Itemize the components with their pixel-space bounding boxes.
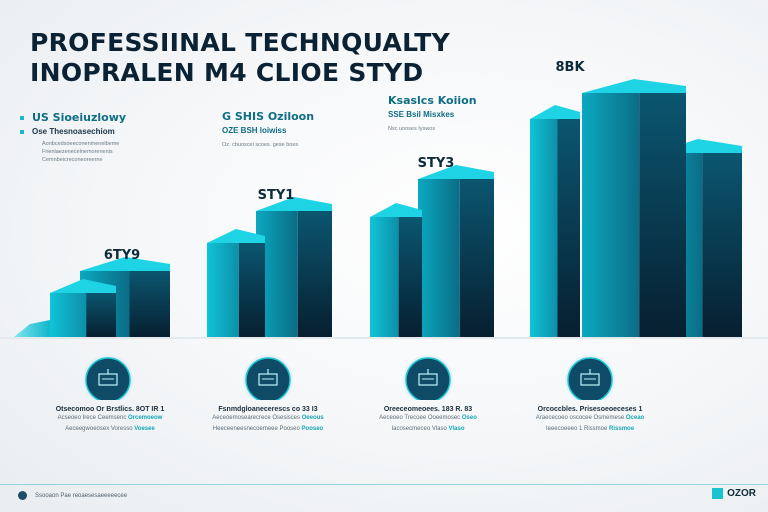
bullet-icon (20, 116, 24, 120)
bar-1-front-side (86, 293, 116, 337)
annotation-1: US Sioeiuzlowy Ose Thesnoasechiom Aonbce… (20, 111, 126, 164)
chart-baseline (0, 337, 768, 339)
annotation-2-heading: G SHIS Oziloon (222, 110, 315, 123)
bar-2-back-top (256, 197, 332, 211)
annotation-3-sub: SSE Bsil Misxkes (388, 110, 455, 119)
caption-2-title: Fsnmdgloanecerescs co 33 I3 (218, 406, 318, 413)
caption-1-line3: Aeceegwoeosex Voresso (65, 426, 133, 432)
annotation-1-line: Cemnbeicreconeoreerne (42, 157, 103, 163)
value-label-3: STY3 (418, 156, 455, 171)
footer-left: Ssooaon Pae reoaesesaeeeeecee (18, 491, 127, 500)
title-line-2: INOPRALEN M4 CLIOE STYD (30, 58, 424, 87)
logo-square-icon (712, 488, 724, 499)
annotation-3-heading: Ksaslcs Koiion (388, 94, 477, 107)
bar-4-front (530, 105, 580, 337)
caption-4-line2: Araececoeo oscocee Osmemese (535, 415, 625, 421)
bar-2-front (207, 229, 265, 337)
bar-2-front-side (238, 243, 265, 337)
bar-4-front-top (530, 105, 580, 119)
caption-2-line2: Aeceoemosearecrece Osesisces (212, 415, 301, 421)
caption-4-highlight2: Rissmoe (609, 426, 635, 432)
footer-left-text: Ssooaon Pae reoaesesaeeeeecee (35, 492, 128, 499)
bar-3-front-top (370, 203, 422, 217)
bar-2-front-top (207, 229, 265, 243)
bar-4-front-face (530, 119, 558, 337)
footer-divider (0, 484, 768, 485)
bar-3-back-side (459, 179, 494, 337)
caption-1-highlight: Orcemoeow (128, 415, 163, 421)
bar-1-back-top (80, 257, 170, 271)
caption-2: Fsnmdgloanecerescs co 33 I3 Aeceoemoseare… (188, 406, 348, 435)
document-icon (403, 355, 453, 400)
bar-chart: 6TY9 STY1 STY3 8BK (0, 60, 768, 400)
caption-3-line2: Aeceoeo Trecoee Ooeemosec (379, 415, 461, 421)
annotation-1-line: Aonbcedsoeeconenmenelbeme (42, 141, 120, 147)
annotation-2: G SHIS Oziloon OZE BSH loiwiss Oz. cbuos… (222, 110, 314, 149)
chart-icon (565, 355, 615, 400)
caption-3-title: Oreeceomeoees. 183 R. 83 (383, 406, 473, 413)
bar-4-back-face (582, 93, 640, 337)
bar-1-front-face (50, 293, 87, 337)
caption-4-title: Orcoccbles. Prisesoeoeceses 1 (537, 406, 643, 413)
caption-2-highlight2: Pooseo (301, 426, 324, 432)
bar-4-back-side (639, 93, 686, 337)
bar-3-back-top (418, 165, 494, 179)
bar-1-back-side (129, 271, 170, 337)
caption-4: Orcoccbles. Prisesoeoeceses 1 Araececoeo … (510, 406, 670, 435)
caption-1-title: Otsecomoo Or Brstlics. 8OT IR 1 (55, 406, 165, 413)
footer-right: OZOR (712, 488, 756, 499)
bar-2-back (256, 197, 332, 337)
page-title: PROFESSIINAL TECHNQUALTY INOPRALEN M4 CL… (30, 28, 450, 88)
calendar-icon (83, 355, 133, 400)
caption-3: Oreeceomeoees. 183 R. 83 Aeceoeo Trecoee … (348, 406, 508, 435)
bar-3-front (370, 203, 422, 337)
bar-4-front-side (557, 119, 580, 337)
annotation-2-sub: OZE BSH loiwiss (222, 126, 287, 135)
footer-right-text: OZOR (727, 488, 756, 499)
caption-1-highlight2: Voesee (134, 426, 155, 432)
title-line-1: PROFESSIINAL TECHNQUALTY (30, 28, 450, 57)
annotation-2-line: Oz. cbuoscei scoes. gese boes (222, 142, 299, 148)
caption-3-highlight: Oseo (461, 415, 477, 421)
caption-1: Otsecomoo Or Brstlics. 8OT IR 1 Acseoeo I… (30, 406, 190, 435)
annotation-1-heading: US Sioeiuzlowy (32, 111, 127, 124)
caption-3-line3: Iacosecmeceo Vlaso (391, 426, 447, 432)
caption-3-highlight2: Vlaso (448, 426, 465, 432)
globe-icon (18, 491, 27, 500)
bar-3-back-face (418, 179, 460, 337)
caption-1-line2: Acseoeo Irece Ceemsenc (57, 415, 127, 421)
annotation-3: Ksaslcs Koiion SSE Bsil Misxkes Nsc uoos… (388, 94, 477, 133)
bar-4-rear-side (702, 153, 742, 337)
caption-4-highlight: Oceao (625, 415, 645, 421)
annotation-1-sub: Ose Thesnoasechiom (32, 127, 115, 136)
bar-4-back-top (582, 79, 686, 93)
bullet-icon (20, 129, 24, 134)
bar-3-front-side (398, 217, 422, 337)
caption-2-line3: Heeceeneesnecoemeee Pooseo (212, 426, 300, 432)
bar-2-front-face (207, 243, 239, 337)
caption-2-highlight: Oeeous (301, 415, 324, 421)
value-label-2: STY1 (258, 188, 295, 203)
value-label-4: 8BK (555, 60, 585, 75)
bar-3-front-face (370, 217, 399, 337)
bar-2-back-side (297, 211, 332, 337)
bar-1-front (50, 279, 116, 337)
building-icon (243, 355, 293, 400)
bar-4-back (582, 79, 686, 337)
bar-3-back (418, 165, 494, 337)
ramp-shape (14, 320, 50, 337)
annotation-3-line: Nsc uooses Iyswos (388, 126, 436, 132)
value-label-1: 6TY9 (104, 248, 140, 263)
caption-4-line3: Ieeecoeeeo 1 Rissmoe (545, 426, 608, 432)
annotation-1-line: Frienlaezenecelnemorenenis (42, 149, 113, 155)
bar-1-front-top (50, 279, 116, 293)
